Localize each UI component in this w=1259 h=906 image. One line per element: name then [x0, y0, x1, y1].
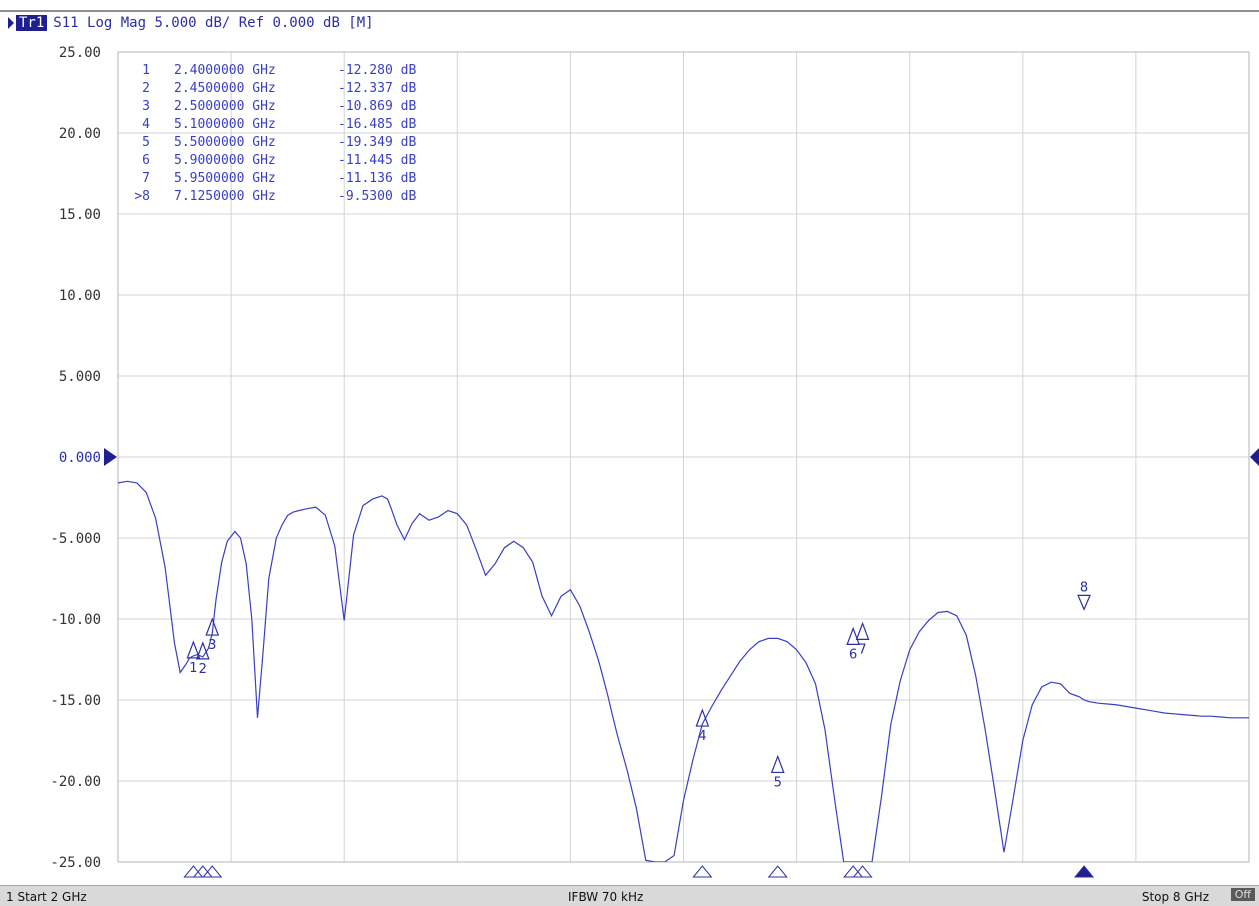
marker-8-stimulus-icon — [1074, 865, 1095, 878]
marker-table-value: -10.869 dB — [338, 99, 416, 114]
marker-4-icon — [695, 708, 710, 727]
y-tick-label: -10.00 — [50, 612, 101, 628]
marker-table-id: 5 — [142, 135, 150, 150]
off-badge[interactable]: Off — [1230, 888, 1255, 901]
y-tick-label: 5.000 — [59, 369, 101, 385]
marker-symbols: 1 23 4 5 6 7 8 — [183, 580, 1095, 878]
trace-group — [118, 480, 1249, 862]
marker-table-id: 4 — [142, 117, 150, 132]
marker-table-frequency: 5.5000000 GHz — [174, 135, 276, 150]
marker-table-value: -12.337 dB — [338, 81, 416, 96]
marker-4-label: 4 — [698, 729, 706, 744]
marker-table-value: -12.280 dB — [338, 63, 416, 78]
marker-table-id: 3 — [142, 99, 150, 114]
y-tick-label: 10.00 — [59, 288, 101, 304]
marker-3-label: 3 — [208, 638, 216, 653]
marker-7-label: 7 — [858, 642, 866, 657]
marker-table-value: -11.445 dB — [338, 153, 416, 168]
marker-6-icon — [846, 626, 861, 646]
reference-level-right-icon — [1250, 448, 1259, 466]
top-rule — [0, 10, 1259, 12]
y-tick-label: -5.000 — [50, 531, 101, 547]
marker-table-value: -16.485 dB — [338, 117, 416, 132]
marker-table-frequency: 2.5000000 GHz — [174, 99, 276, 114]
marker-table-frequency: 5.1000000 GHz — [174, 117, 276, 132]
marker-table-frequency: 7.1250000 GHz — [174, 189, 276, 204]
marker-2-label: 2 — [199, 662, 207, 677]
marker-table-frequency: 2.4500000 GHz — [174, 81, 276, 96]
active-trace-arrow-icon — [8, 17, 14, 29]
marker-7-icon — [855, 621, 870, 641]
y-tick-label: 15.00 — [59, 207, 101, 223]
marker-1-icon — [186, 640, 201, 659]
marker-5-icon — [770, 754, 785, 774]
marker-table-frequency: 5.9000000 GHz — [174, 153, 276, 168]
marker-5-stimulus-icon — [767, 865, 788, 878]
marker-table-value: -9.5300 dB — [338, 189, 416, 204]
marker-table-id: 1 — [142, 63, 150, 78]
marker-8-icon — [1077, 594, 1091, 611]
marker-2-icon — [195, 641, 210, 660]
start-frequency-label[interactable]: 1 Start 2 GHz — [6, 890, 87, 904]
trace-settings-label[interactable]: S11 Log Mag 5.000 dB/ Ref 0.000 dB [M] — [53, 15, 374, 31]
marker-8-label: 8 — [1080, 580, 1088, 595]
chart-grid — [104, 51, 1259, 863]
y-tick-label: -20.00 — [50, 774, 101, 790]
trace-line — [118, 480, 1249, 862]
marker-table-id: 2 — [142, 81, 150, 96]
marker-table-frequency: 5.9500000 GHz — [174, 171, 276, 186]
marker-3-stimulus-icon — [202, 865, 223, 878]
ifbw-label[interactable]: IFBW 70 kHz — [568, 890, 644, 904]
trace-badge[interactable]: Tr1 — [16, 15, 48, 31]
stop-frequency-label[interactable]: Stop 8 GHz — [1141, 890, 1209, 904]
marker-6-stimulus-icon — [843, 865, 864, 878]
trace-header[interactable]: Tr1 S11 Log Mag 5.000 dB/ Ref 0.000 dB [… — [8, 14, 374, 32]
marker-3-icon — [205, 617, 220, 636]
y-tick-label: 20.00 — [59, 126, 101, 142]
y-tick-label: -25.00 — [50, 855, 101, 871]
plot-frame — [117, 51, 1250, 863]
status-bar: 1 Start 2 GHz IFBW 70 kHz Stop 8 GHz Off — [0, 885, 1259, 906]
marker-4-stimulus-icon — [692, 865, 713, 878]
y-tick-labels: 25.00 20.00 15.00 10.00 5.000 0.000 -5.000 -10.… — [50, 45, 101, 871]
reference-level-left-icon — [104, 448, 117, 466]
marker-7-stimulus-icon — [852, 865, 873, 878]
marker-table-id: 7 — [142, 171, 150, 186]
marker-table: 1 2.4000000 GHz -12.280 dB 2 2.4500000 GHz -1… — [134, 63, 416, 204]
marker-1-stimulus-icon — [183, 865, 204, 878]
y-tick-label: 0.000 — [59, 450, 101, 466]
marker-table-value: -19.349 dB — [338, 135, 416, 150]
marker-table-id: >8 — [134, 189, 150, 204]
y-tick-label: 25.00 — [59, 45, 101, 61]
s11-log-mag-chart[interactable]: 25.00 20.00 15.00 10.00 5.000 0.000 -5.000 -10.… — [0, 0, 1259, 885]
marker-table-id: 6 — [142, 153, 150, 168]
marker-2-stimulus-icon — [192, 865, 213, 878]
marker-1-label: 1 — [189, 661, 197, 676]
marker-table-value: -11.136 dB — [338, 171, 416, 186]
marker-table-frequency: 2.4000000 GHz — [174, 63, 276, 78]
marker-6-label: 6 — [849, 647, 857, 662]
y-tick-label: -15.00 — [50, 693, 101, 709]
marker-5-label: 5 — [774, 775, 782, 790]
